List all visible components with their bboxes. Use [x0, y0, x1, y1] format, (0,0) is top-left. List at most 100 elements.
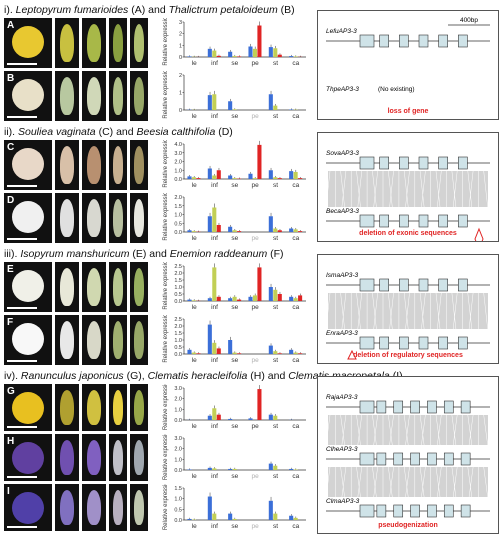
organ-photo: [130, 484, 148, 531]
exon-box: [359, 452, 375, 466]
y-tick-label: 0.5: [174, 292, 182, 298]
expression-bar: [232, 56, 237, 57]
expression-bar: [268, 287, 273, 301]
expression-bar: [216, 225, 221, 232]
expression-chart: 0.0 1.0 2.0 3.0 4.0 Relative expression le inf s…: [163, 140, 306, 189]
expression-chart: 0.00.51.01.52.02.5 Relative expression le i…: [163, 262, 306, 311]
y-tick-label: 3.0: [174, 151, 182, 157]
expression-bar: [196, 178, 201, 179]
panel-title: iii). Isopyrum manshuricum (E) and Enemi…: [4, 248, 284, 260]
flower-photo: F: [4, 315, 52, 365]
expression-bar: [237, 56, 242, 57]
organ-photo: [130, 434, 148, 481]
expression-bar: [212, 408, 217, 420]
gene-name: ClmaAP3-3: [326, 498, 360, 505]
y-tick-label: 0.0: [174, 299, 182, 305]
expression-bar: [212, 94, 217, 110]
alignment-line: [372, 292, 377, 330]
exon-box: [379, 278, 389, 292]
alignment-line: [452, 292, 458, 330]
alignment-line: [388, 170, 393, 208]
expression-bar: [289, 296, 294, 301]
x-tick-label: pe: [252, 304, 260, 311]
alignment-line: [435, 414, 441, 446]
y-tick-label: 0.0: [174, 352, 182, 358]
axis: [183, 319, 306, 355]
organ-photo: [82, 315, 106, 365]
alignment-line: [467, 292, 473, 330]
organ-photo: [82, 140, 106, 190]
expression-bar: [191, 177, 197, 179]
alignment-band: [328, 293, 488, 329]
expression-bar: [248, 296, 253, 301]
organ-photo: [82, 484, 106, 531]
alignment-line: [341, 292, 347, 330]
alignment-line: [468, 414, 474, 446]
organ-photo: [130, 140, 148, 190]
x-tick-label: st: [273, 423, 278, 430]
alignment-line: [403, 292, 409, 330]
organ-photo: [82, 384, 106, 431]
flower-photo: D: [4, 193, 52, 243]
y-axis-label: Relative expression: [163, 262, 169, 310]
gene-name: EnraAP3-3: [326, 330, 358, 337]
expression-bar: [207, 324, 212, 354]
expression-bar: [232, 296, 237, 301]
panel-title: i). Leptopyrum fumarioides (A) and Thali…: [4, 4, 295, 16]
expression-bar: [257, 144, 262, 179]
expression-bar: [191, 300, 197, 301]
axis: [183, 144, 306, 180]
alignment-band: [328, 467, 488, 497]
y-tick-label: 3.0: [174, 386, 182, 392]
expression-bar: [232, 352, 237, 354]
alignment-line: [356, 292, 361, 330]
expression-bar: [268, 216, 273, 232]
y-tick-label: 4.0: [174, 142, 182, 148]
organ-photo: [55, 262, 79, 312]
photo-label: G: [7, 386, 15, 397]
exon-box: [399, 214, 409, 228]
expression-bar: [228, 298, 233, 301]
exon-box: [438, 278, 448, 292]
x-tick-label: pe: [252, 523, 260, 530]
y-tick-label: 0.0: [174, 468, 182, 474]
alignment-line: [405, 170, 410, 208]
x-tick-label: pe: [252, 423, 260, 430]
expression-bar: [187, 299, 192, 301]
axis: [183, 488, 306, 521]
alignment-line: [405, 292, 410, 330]
flower-photo: G: [4, 384, 52, 431]
expression-bar: [293, 517, 298, 520]
gene-name: IsmaAP3-3: [326, 272, 359, 279]
scale-bar: [7, 63, 37, 65]
y-tick-label: 1.0: [174, 285, 182, 291]
alignment-line: [483, 414, 488, 446]
exon-box: [399, 278, 409, 292]
alignment-line: [467, 466, 473, 498]
y-tick-label: 2.0: [174, 271, 182, 277]
y-tick-label: 1.0: [174, 338, 182, 344]
axis: [183, 266, 306, 302]
expression-bar: [268, 500, 273, 520]
alignment-line: [451, 414, 457, 446]
organ-photo: [109, 140, 127, 190]
y-tick-label: 0.0: [174, 230, 182, 236]
x-tick-label: se: [231, 235, 238, 242]
gene-diagram: SovaAP3-3 BecaAP3-3 deletion of exonic seq…: [325, 150, 490, 251]
organ-photo: [130, 262, 148, 312]
alignment-line: [325, 170, 331, 208]
organ-photo: [109, 193, 127, 243]
alignment-line: [419, 466, 425, 498]
expression-bar: [273, 351, 278, 354]
x-tick-label: inf: [211, 182, 218, 189]
x-tick-label: st: [273, 473, 278, 480]
organ-photo: [55, 193, 79, 243]
x-tick-label: se: [231, 473, 238, 480]
expression-bar: [207, 415, 212, 420]
photo-label: F: [7, 317, 14, 328]
expression-bar: [212, 342, 217, 354]
gene-name: LefuAP3-3: [326, 28, 357, 35]
exon-box: [438, 156, 448, 170]
expression-bar: [212, 267, 217, 301]
flower-photo: A: [4, 18, 52, 68]
